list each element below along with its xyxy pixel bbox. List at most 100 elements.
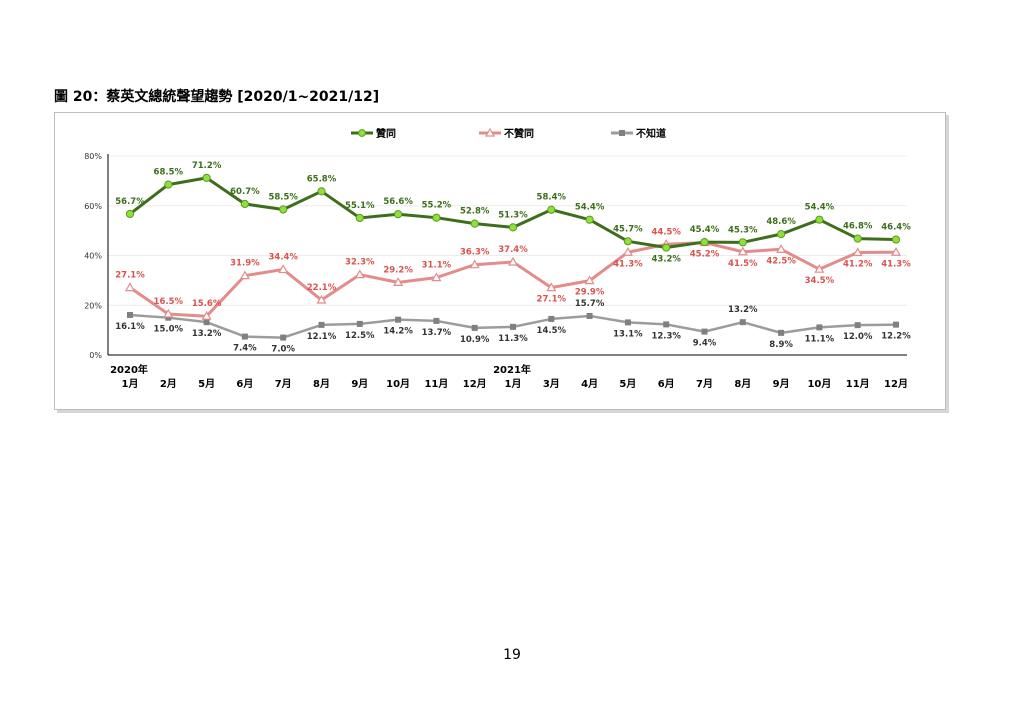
data-point-disapprove (776, 244, 787, 253)
data-label-approve: 52.8% (460, 207, 490, 217)
data-point-approve (777, 230, 786, 239)
x-year-label: 2020年 (110, 363, 148, 376)
data-label-approve: 65.8% (307, 174, 337, 184)
data-label-approve: 54.4% (805, 203, 835, 213)
data-label-dontknow: 8.9% (769, 340, 793, 350)
data-label-dontknow: 12.5% (345, 331, 375, 341)
data-point-dontknow (165, 314, 172, 321)
data-label-approve: 51.3% (498, 210, 528, 220)
data-label-disapprove: 27.1% (537, 295, 567, 305)
data-point-dontknow (778, 329, 785, 336)
data-point-approve (164, 180, 173, 189)
data-point-disapprove (239, 270, 250, 280)
legend-label: 不知道 (636, 127, 666, 140)
data-label-approve: 58.4% (537, 193, 567, 203)
data-point-approve (125, 209, 135, 219)
y-tick-label: 20% (84, 301, 102, 310)
data-label-disapprove: 22.1% (307, 283, 337, 293)
x-tick-label: 6月 (658, 378, 675, 390)
data-label-dontknow: 13.1% (613, 329, 643, 339)
data-label-approve: 71.2% (192, 161, 222, 171)
x-tick-label: 2月 (160, 378, 177, 390)
data-point-dontknow (280, 334, 287, 341)
figure-title: 圖 20：蔡英文總統聲望趨勢 [2020/1~2021/12] (54, 89, 380, 105)
data-point-disapprove (469, 259, 480, 269)
x-tick-label: 11月 (424, 378, 448, 390)
x-tick-label: 8月 (313, 378, 330, 390)
data-label-dontknow: 12.0% (843, 332, 873, 342)
data-label-approve: 45.3% (728, 225, 758, 235)
data-label-disapprove: 31.1% (422, 261, 452, 271)
data-label-disapprove: 32.3% (345, 258, 375, 268)
data-point-approve (623, 237, 633, 246)
x-tick-label: 1月 (505, 378, 522, 390)
data-point-approve (317, 187, 326, 196)
data-label-approve: 60.7% (230, 187, 260, 197)
data-point-disapprove (584, 275, 595, 285)
data-label-dontknow: 13.7% (422, 328, 452, 338)
data-label-disapprove: 34.4% (268, 252, 298, 262)
data-label-approve: 55.2% (422, 201, 452, 211)
data-point-approve (853, 234, 862, 243)
data-point-disapprove (507, 256, 519, 266)
legend-label: 贊同 (376, 127, 396, 140)
data-label-disapprove: 16.5% (154, 297, 184, 307)
data-label-dontknow: 12.2% (881, 332, 911, 342)
data-label-disapprove: 27.1% (115, 271, 145, 281)
data-label-dontknow: 15.7% (575, 299, 605, 309)
x-tick-label: 1月 (122, 378, 139, 390)
data-point-dontknow (127, 311, 133, 318)
data-point-disapprove (852, 247, 863, 257)
data-point-disapprove (622, 247, 633, 256)
approval-trend-chart: 0% 20% 40% 60% 80% 1月 2月 5月 6月 7月 8月 9月 10月 11月 12月 1月 3… (84, 127, 911, 390)
data-point-approve (279, 205, 288, 214)
data-label-disapprove: 41.5% (728, 259, 758, 269)
data-label-approve: 46.8% (843, 222, 873, 232)
x-tick-label: 11月 (846, 378, 870, 390)
x-tick-label: 7月 (275, 378, 292, 390)
legend-label: 不贊同 (504, 127, 534, 140)
data-point-dontknow (739, 319, 746, 326)
data-point-disapprove (354, 269, 365, 279)
data-label-disapprove: 34.5% (805, 276, 835, 286)
data-label-approve: 43.2% (651, 255, 681, 265)
page-number: 19 (503, 647, 521, 663)
x-tick-label: 5月 (198, 378, 215, 390)
data-label-approve: 58.5% (268, 192, 298, 202)
data-label-disapprove: 41.3% (613, 259, 643, 269)
data-label-disapprove: 31.9% (230, 259, 260, 269)
data-point-dontknow (318, 321, 325, 328)
y-tick-label: 0% (89, 351, 102, 360)
data-label-dontknow: 12.3% (651, 331, 681, 341)
data-point-disapprove (393, 277, 404, 286)
data-point-dontknow (433, 317, 440, 324)
data-label-approve: 45.7% (613, 224, 643, 234)
x-tick-label: 7月 (696, 378, 713, 390)
data-label-approve: 56.7% (115, 197, 145, 207)
data-label-approve: 68.5% (154, 168, 184, 178)
data-label-disapprove: 44.5% (651, 227, 681, 237)
data-point-approve (662, 243, 671, 252)
data-point-dontknow (471, 324, 478, 331)
y-tick-label: 40% (84, 252, 102, 261)
data-point-disapprove (163, 308, 174, 318)
x-tick-label: 5月 (619, 378, 636, 390)
data-point-dontknow (203, 319, 210, 326)
data-label-disapprove: 29.9% (575, 288, 605, 298)
data-point-approve (355, 213, 364, 223)
data-point-dontknow (701, 328, 708, 335)
data-label-dontknow: 15.0% (154, 325, 184, 335)
data-point-disapprove (124, 282, 136, 292)
data-point-dontknow (241, 333, 248, 340)
data-label-approve: 45.4% (690, 225, 720, 235)
x-tick-label: 12月 (463, 378, 487, 390)
data-label-dontknow: 11.1% (805, 334, 835, 344)
data-point-disapprove (737, 246, 748, 256)
data-point-dontknow (663, 321, 670, 328)
data-label-dontknow: 14.5% (537, 326, 567, 336)
x-tick-label: 9月 (773, 378, 790, 390)
data-point-disapprove (316, 294, 327, 304)
data-point-dontknow (510, 323, 516, 330)
data-point-dontknow (893, 321, 899, 328)
data-point-dontknow (624, 319, 631, 326)
